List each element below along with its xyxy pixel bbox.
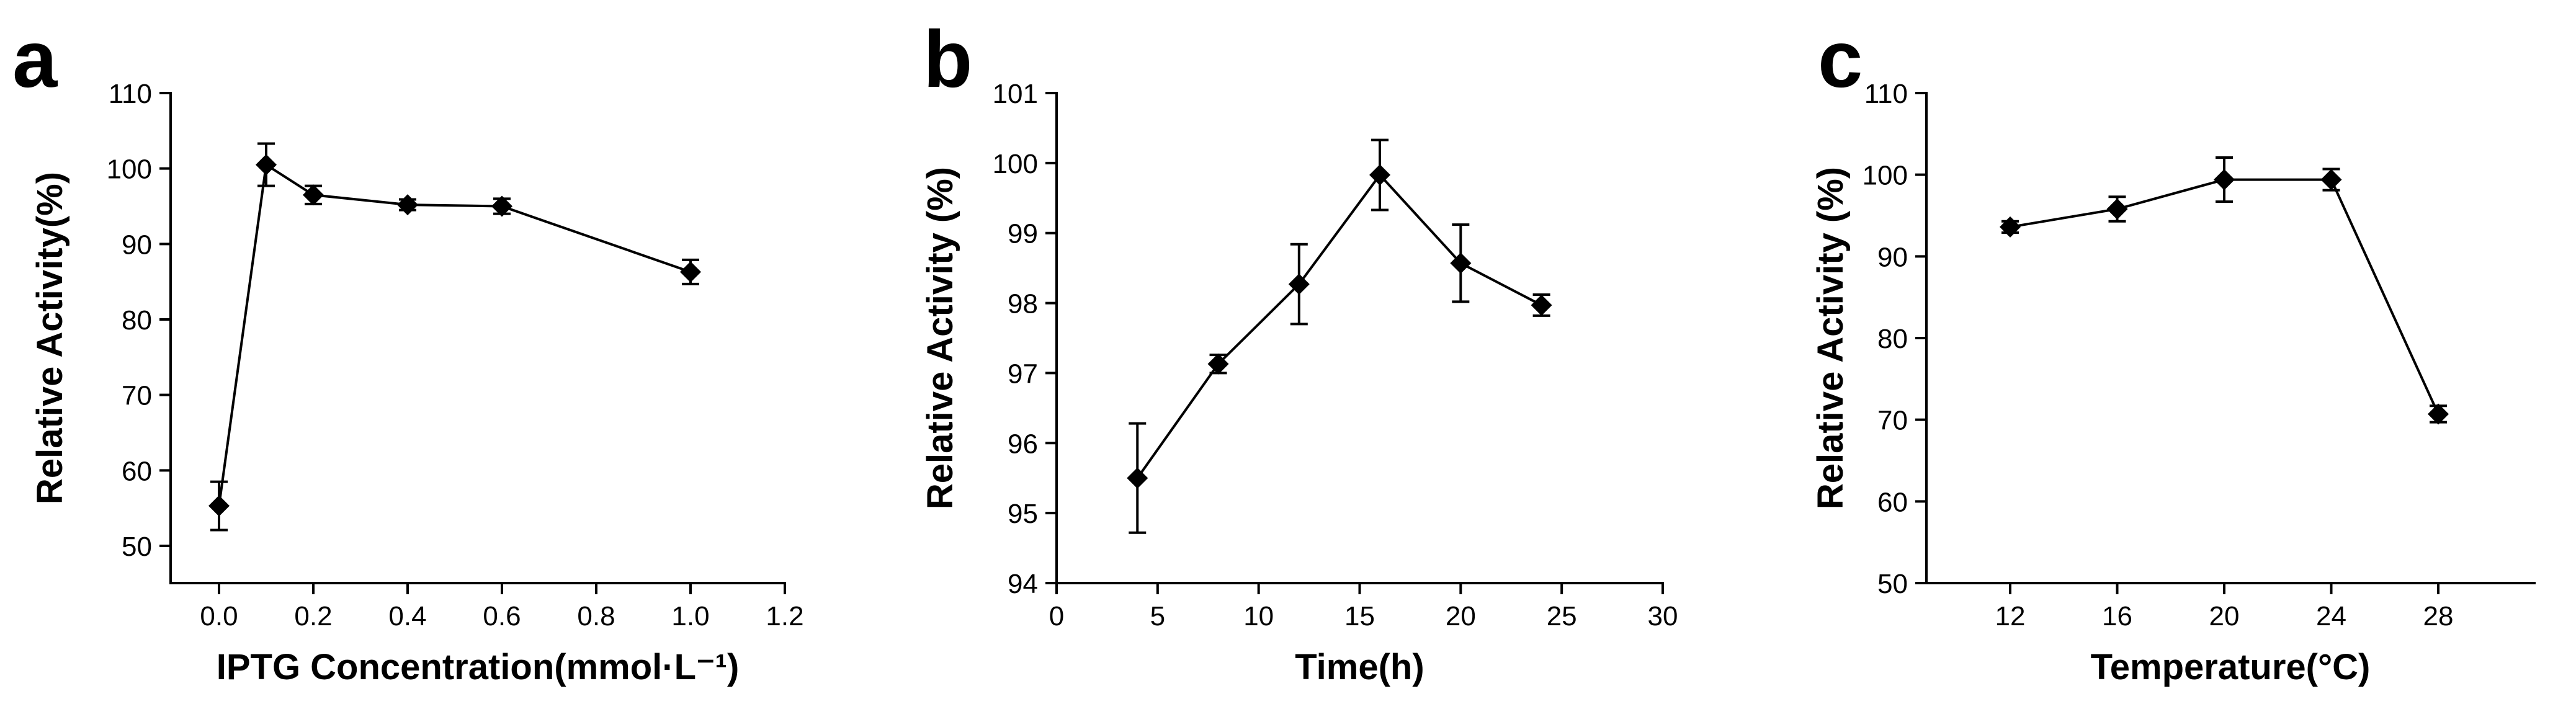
chart-panel-a: 50 60 70 80 90 100 110 0.0 0.2 0.4 0.6 0.8 1.0 1.2 IPT…	[12, 14, 804, 687]
x-tick-label: 0.6	[483, 601, 521, 631]
x-axis-title: Temperature(°C)	[2091, 647, 2371, 687]
y-tick-label: 80	[1877, 324, 1908, 354]
data-point	[1127, 467, 1148, 489]
x-tick-label: 24	[2316, 601, 2346, 631]
x-tick-label: 0.2	[294, 601, 332, 631]
data-point	[2428, 403, 2449, 425]
panel-label: c	[1818, 14, 1863, 104]
x-tick-label: 1.2	[766, 601, 803, 631]
data-point	[397, 194, 418, 216]
x-tick-label: 25	[1547, 601, 1577, 631]
y-tick-label: 50	[122, 532, 152, 562]
data-point	[2214, 169, 2235, 190]
x-axis-title: Time(h)	[1295, 647, 1424, 687]
panel-label: a	[12, 14, 58, 104]
y-tick-label: 94	[1008, 569, 1038, 599]
x-tick-label: 0.0	[200, 601, 238, 631]
x-tick-label: 15	[1344, 601, 1375, 631]
x-tick-label: 20	[2209, 601, 2240, 631]
x-tick-label: 10	[1243, 601, 1274, 631]
y-tick-label: 100	[107, 154, 152, 185]
y-axis-title: Relative Activity (%)	[920, 167, 960, 509]
data-point	[1369, 164, 1391, 186]
data-point	[1207, 353, 1229, 375]
y-tick-label: 110	[1864, 79, 1908, 109]
data-point	[2106, 198, 2128, 220]
y-tick-label: 60	[1877, 487, 1908, 517]
data-point	[2320, 169, 2342, 190]
y-tick-label: 96	[1008, 429, 1038, 459]
y-tick-label: 98	[1008, 289, 1038, 319]
series-line	[1136, 172, 1542, 479]
x-tick-label: 12	[1995, 601, 2026, 631]
y-tick-label: 80	[122, 305, 152, 336]
y-axis-title: Relative Activity (%)	[1810, 167, 1851, 509]
data-point	[680, 261, 701, 283]
x-tick-label: 5	[1150, 601, 1165, 631]
y-tick-label: 101	[993, 79, 1038, 109]
y-tick-label: 90	[1877, 242, 1908, 272]
y-axis-title: Relative Activity(%)	[30, 172, 70, 504]
data-point	[2000, 216, 2021, 238]
y-tick-label: 100	[1863, 161, 1908, 191]
x-axis-title: IPTG Concentration(mmol·L⁻¹)	[217, 647, 740, 687]
data-point	[1531, 294, 1552, 316]
x-tick-label: 28	[2423, 601, 2454, 631]
y-tick-label: 99	[1008, 219, 1038, 249]
chart-panel-c: 50 60 70 80 90 100 110 12 16 20 24 28 Temperature(°C…	[1810, 14, 2536, 687]
y-tick-label: 97	[1008, 359, 1038, 389]
data-point	[303, 184, 324, 206]
series-line	[2010, 178, 2440, 415]
x-tick-label: 1.0	[671, 601, 709, 631]
series-line	[218, 163, 691, 506]
x-tick-label: 0	[1049, 601, 1064, 631]
y-tick-label: 70	[1877, 406, 1908, 436]
y-tick-label: 50	[1877, 569, 1908, 599]
y-tick-label: 70	[122, 381, 152, 411]
x-tick-label: 20	[1446, 601, 1476, 631]
y-tick-label: 95	[1008, 499, 1038, 529]
x-tick-label: 16	[2102, 601, 2132, 631]
x-tick-label: 0.8	[577, 601, 615, 631]
x-tick-label: 0.4	[388, 601, 426, 631]
x-tick-label: 30	[1648, 601, 1678, 631]
y-tick-label: 60	[122, 456, 152, 486]
chart-panel-b: 94 95 96 97 98 99 100 101 0 5 10 15 20 25 30 Time(h) Rel…	[920, 14, 1678, 687]
data-point	[1450, 252, 1472, 274]
y-tick-label: 110	[109, 79, 152, 109]
data-point	[208, 495, 230, 517]
y-tick-label: 90	[122, 230, 152, 260]
panel-label: b	[923, 14, 972, 104]
data-point	[1288, 274, 1310, 295]
data-point	[256, 154, 277, 176]
data-point	[491, 195, 512, 217]
y-tick-label: 100	[993, 149, 1038, 179]
